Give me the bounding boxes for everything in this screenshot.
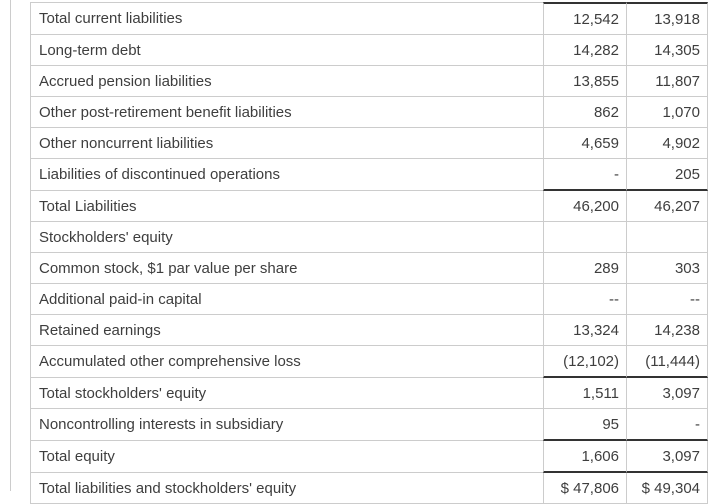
row-label: Total liabilities and stockholders' equi…: [30, 473, 543, 504]
row-value-col1: 289: [543, 253, 626, 284]
row-value-col2: 13,918: [626, 2, 708, 35]
row-value-col2: 11,807: [626, 66, 708, 97]
row-label: Accrued pension liabilities: [30, 66, 543, 97]
row-value-col2: 4,902: [626, 128, 708, 159]
table-row: Common stock, $1 par value per share 289 3…: [30, 253, 708, 284]
row-value-col1: 14,282: [543, 35, 626, 66]
row-value-col2: (11,444): [626, 346, 708, 378]
table-row: Liabilities of discontinued operations -2…: [30, 159, 708, 191]
row-value-col2: 303: [626, 253, 708, 284]
row-label: Total current liabilities: [30, 2, 543, 35]
row-value-col1: --: [543, 284, 626, 315]
row-value-col2: 205: [626, 159, 708, 191]
row-value-col2: [626, 222, 708, 253]
table-row: Retained earnings 13,324 14,238: [30, 315, 708, 346]
row-value-col1: 12,542: [543, 2, 626, 35]
row-label: Total stockholders' equity: [30, 378, 543, 409]
table-row: Total equity 1,606 3,097: [30, 441, 708, 473]
row-value-col1: 13,855: [543, 66, 626, 97]
table-row: Total Liabilities 46,200 46,207: [30, 191, 708, 222]
row-label: Common stock, $1 par value per share: [30, 253, 543, 284]
row-value-col1: 1,606: [543, 441, 626, 473]
row-value-col1: 46,200: [543, 191, 626, 222]
row-label: Additional paid-in capital: [30, 284, 543, 315]
row-value-col2: --: [626, 284, 708, 315]
table-row: Accumulated other comprehensive loss (12,…: [30, 346, 708, 378]
row-value-col1: 13,324: [543, 315, 626, 346]
table-row: Stockholders' equity: [30, 222, 708, 253]
row-value-col1: 4,659: [543, 128, 626, 159]
row-value-col1: -: [543, 159, 626, 191]
row-label: Other noncurrent liabilities: [30, 128, 543, 159]
balance-sheet-table: Total current liabilities 12,542 13,918 Lon…: [30, 2, 708, 504]
table-row: Accrued pension liabilities 13,855 11,807: [30, 66, 708, 97]
row-label: Total Liabilities: [30, 191, 543, 222]
table-row: Total current liabilities 12,542 13,918: [30, 2, 708, 35]
row-value-col2: $ 49,304: [626, 473, 708, 504]
row-label: Long-term debt: [30, 35, 543, 66]
table-row: Long-term debt 14,282 14,305: [30, 35, 708, 66]
row-value-col1: [543, 222, 626, 253]
row-value-col2: 3,097: [626, 378, 708, 409]
row-value-col2: -: [626, 409, 708, 441]
row-value-col2: 46,207: [626, 191, 708, 222]
balance-sheet-table-body: Total current liabilities 12,542 13,918 Lon…: [30, 2, 708, 504]
row-label: Liabilities of discontinued operations: [30, 159, 543, 191]
row-value-col1: 862: [543, 97, 626, 128]
row-label: Accumulated other comprehensive loss: [30, 346, 543, 378]
row-value-col2: 3,097: [626, 441, 708, 473]
row-label: Total equity: [30, 441, 543, 473]
row-value-col1: (12,102): [543, 346, 626, 378]
table-row: Other post-retirement benefit liabilitie…: [30, 97, 708, 128]
row-label: Stockholders' equity: [30, 222, 543, 253]
row-label: Noncontrolling interests in subsidiary: [30, 409, 543, 441]
table-row: Total stockholders' equity 1,511 3,097: [30, 378, 708, 409]
panel-divider-line: [10, 0, 11, 491]
row-label: Retained earnings: [30, 315, 543, 346]
row-value-col2: 1,070: [626, 97, 708, 128]
row-value-col1: 95: [543, 409, 626, 441]
table-row: Other noncurrent liabilities 4,659 4,902: [30, 128, 708, 159]
row-value-col1: $ 47,806: [543, 473, 626, 504]
table-row: Additional paid-in capital -- --: [30, 284, 708, 315]
table-row: Noncontrolling interests in subsidiary 95…: [30, 409, 708, 441]
row-label: Other post-retirement benefit liabilitie…: [30, 97, 543, 128]
table-row: Total liabilities and stockholders' equi…: [30, 473, 708, 504]
row-value-col2: 14,305: [626, 35, 708, 66]
row-value-col2: 14,238: [626, 315, 708, 346]
row-value-col1: 1,511: [543, 378, 626, 409]
